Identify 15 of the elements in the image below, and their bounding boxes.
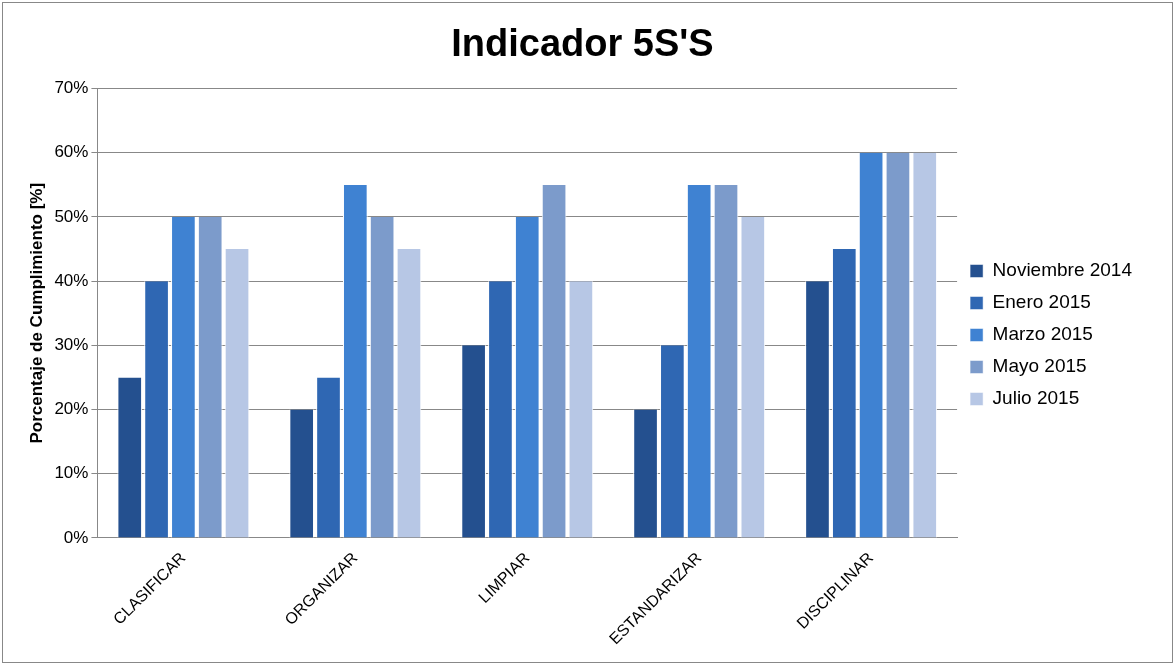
- legend-label: Marzo 2015: [992, 323, 1093, 345]
- y-tick-label: 60%: [54, 142, 89, 162]
- y-tick-label: 0%: [63, 527, 89, 547]
- y-tick-label: 20%: [54, 399, 89, 419]
- y-tick-label: 50%: [54, 206, 89, 226]
- legend-label: Julio 2015: [992, 387, 1080, 409]
- y-tick-label: 10%: [54, 463, 89, 483]
- y-axis-title: Porcentaje de Cumplimiento [%]: [26, 182, 46, 444]
- legend-label: Noviembre 2014: [992, 259, 1133, 281]
- y-tick-label: 40%: [54, 270, 89, 290]
- y-tick-label: 70%: [54, 78, 89, 98]
- chart-title: Indicador 5S'S: [451, 22, 714, 65]
- legend-label: Enero 2015: [992, 291, 1091, 313]
- y-tick-label: 30%: [54, 335, 89, 355]
- legend-label: Mayo 2015: [992, 355, 1087, 377]
